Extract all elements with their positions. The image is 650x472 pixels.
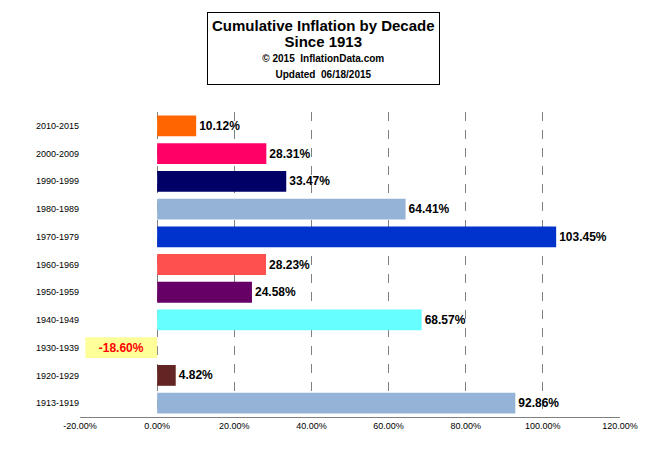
svg-text:33.47%: 33.47% <box>289 174 330 188</box>
svg-text:68.57%: 68.57% <box>425 313 466 327</box>
svg-text:28.23%: 28.23% <box>269 258 310 272</box>
svg-text:20.00%: 20.00% <box>219 421 250 431</box>
svg-text:1950-1959: 1950-1959 <box>36 287 79 297</box>
svg-text:1940-1949: 1940-1949 <box>36 315 79 325</box>
svg-text:1960-1969: 1960-1969 <box>36 260 79 270</box>
svg-text:1970-1979: 1970-1979 <box>36 232 79 242</box>
svg-text:60.00%: 60.00% <box>373 421 404 431</box>
svg-text:103.45%: 103.45% <box>559 230 607 244</box>
svg-text:1990-1999: 1990-1999 <box>36 176 79 186</box>
svg-text:1913-1919: 1913-1919 <box>36 398 79 408</box>
svg-text:120.00%: 120.00% <box>602 421 638 431</box>
svg-text:100.00%: 100.00% <box>525 421 561 431</box>
svg-text:10.12%: 10.12% <box>199 119 240 133</box>
svg-text:28.31%: 28.31% <box>269 147 310 161</box>
svg-text:-18.60%: -18.60% <box>99 341 144 355</box>
svg-text:0.00%: 0.00% <box>144 421 170 431</box>
svg-text:40.00%: 40.00% <box>296 421 327 431</box>
svg-text:1980-1989: 1980-1989 <box>36 204 79 214</box>
svg-text:Cumulative Inflation by Decade: Cumulative Inflation by DecadeSince 1913… <box>212 17 435 80</box>
svg-text:1930-1939: 1930-1939 <box>36 343 79 353</box>
svg-text:1920-1929: 1920-1929 <box>36 371 79 381</box>
svg-text:24.58%: 24.58% <box>255 285 296 299</box>
svg-text:2000-2009: 2000-2009 <box>36 149 79 159</box>
svg-text:92.86%: 92.86% <box>518 396 559 410</box>
svg-text:80.00%: 80.00% <box>450 421 481 431</box>
svg-text:-20.00%: -20.00% <box>63 421 97 431</box>
svg-text:2010-2015: 2010-2015 <box>36 121 79 131</box>
svg-text:64.41%: 64.41% <box>409 202 450 216</box>
svg-text:4.82%: 4.82% <box>179 368 213 382</box>
